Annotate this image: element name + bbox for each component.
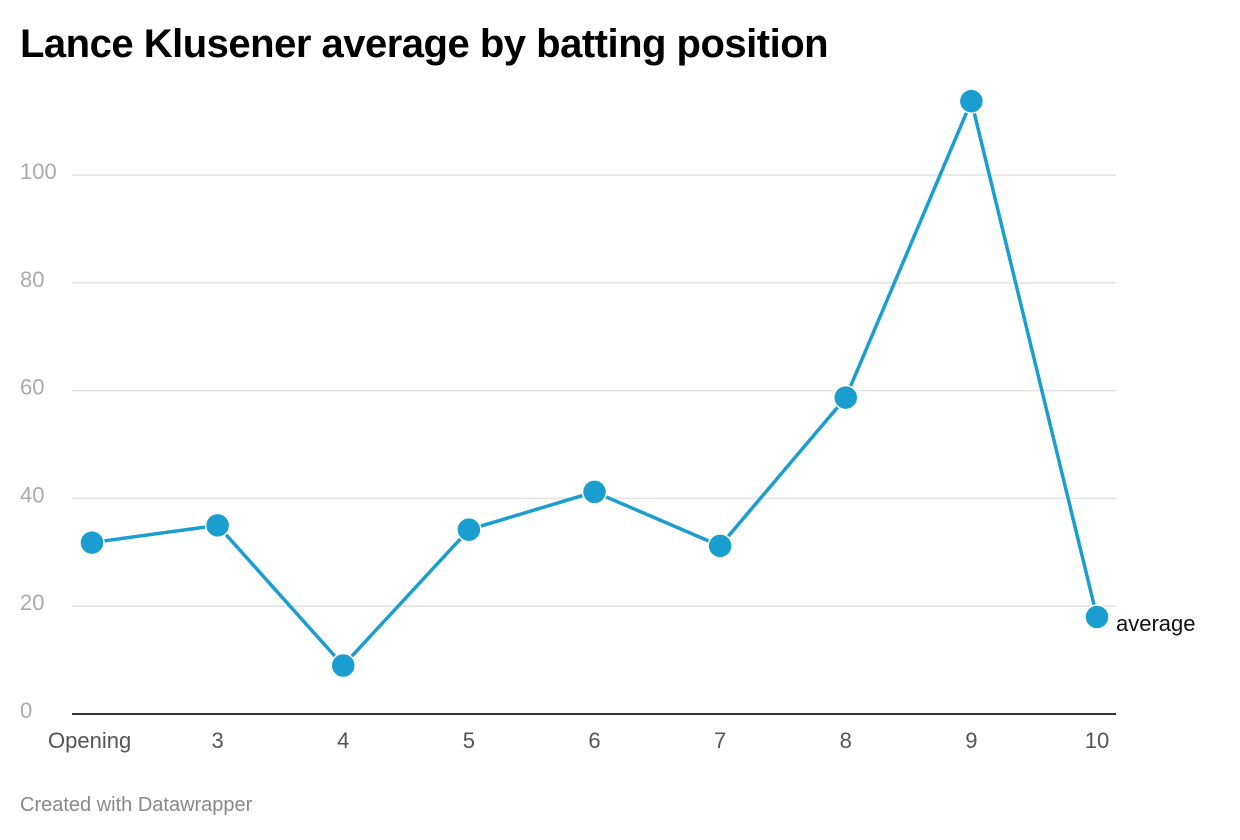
data-point bbox=[958, 88, 985, 114]
data-point bbox=[707, 533, 733, 559]
data-point bbox=[456, 516, 482, 543]
x-tick-label: Opening bbox=[48, 728, 131, 753]
x-tick-label: 6 bbox=[588, 728, 600, 753]
y-tick-label: 100 bbox=[20, 159, 57, 184]
y-tick-label: 20 bbox=[20, 590, 44, 615]
data-point bbox=[204, 512, 231, 539]
series-label-average: average bbox=[1116, 611, 1196, 636]
series-line-average bbox=[91, 99, 1099, 668]
data-point bbox=[1084, 604, 1110, 630]
y-tick-label: 60 bbox=[20, 375, 44, 400]
data-point bbox=[833, 384, 859, 411]
y-tick-label: 0 bbox=[20, 698, 32, 723]
x-tick-label: 5 bbox=[463, 728, 475, 753]
credit-footer: Created with Datawrapper bbox=[20, 794, 253, 816]
x-tick-label: 8 bbox=[840, 728, 852, 753]
chart-title: Lance Klusener average by batting positi… bbox=[20, 22, 829, 66]
data-points bbox=[79, 88, 1110, 679]
gridlines bbox=[72, 174, 1116, 607]
data-point bbox=[330, 652, 356, 679]
data-point bbox=[79, 529, 105, 556]
y-axis-ticks: 0 20 40 60 80 100 bbox=[20, 159, 57, 723]
x-tick-label: 4 bbox=[337, 728, 349, 753]
x-tick-label: 10 bbox=[1085, 728, 1109, 753]
y-tick-label: 40 bbox=[20, 482, 44, 507]
x-tick-label: 3 bbox=[212, 728, 224, 753]
x-tick-label: 9 bbox=[965, 728, 977, 753]
y-tick-label: 80 bbox=[20, 267, 44, 292]
x-axis-ticks: Opening 3 4 5 6 7 8 9 10 bbox=[48, 728, 1109, 753]
data-point bbox=[581, 479, 608, 505]
x-tick-label: 7 bbox=[714, 728, 726, 753]
